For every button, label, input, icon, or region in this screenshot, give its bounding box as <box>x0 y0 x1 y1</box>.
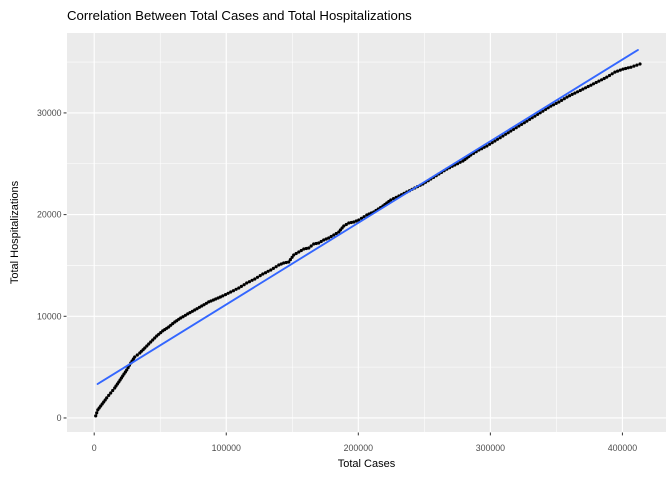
panel-background <box>67 33 666 432</box>
y-tick-label: 0 <box>57 413 62 423</box>
x-tick-label: 300000 <box>476 443 505 453</box>
x-tick-label: 200000 <box>344 443 373 453</box>
regression-line <box>96 49 639 385</box>
y-axis-title: Total Hospitalizations <box>9 180 21 284</box>
y-tick-label: 30000 <box>37 108 62 118</box>
axis-tick-marks <box>63 112 623 436</box>
x-tick-label: 400000 <box>608 443 637 453</box>
y-tick-label: 20000 <box>37 210 62 220</box>
x-tick-label: 100000 <box>212 443 241 453</box>
minor-gridlines <box>67 33 666 432</box>
y-tick-label: 10000 <box>37 311 62 321</box>
plot-title: Correlation Between Total Cases and Tota… <box>67 8 412 23</box>
y-axis-tick-labels: 0 10000 20000 30000 <box>37 108 62 423</box>
x-axis-title: Total Cases <box>338 458 396 470</box>
x-axis-tick-labels: 0 100000 200000 300000 400000 <box>92 443 637 453</box>
x-tick-label: 0 <box>92 443 97 453</box>
